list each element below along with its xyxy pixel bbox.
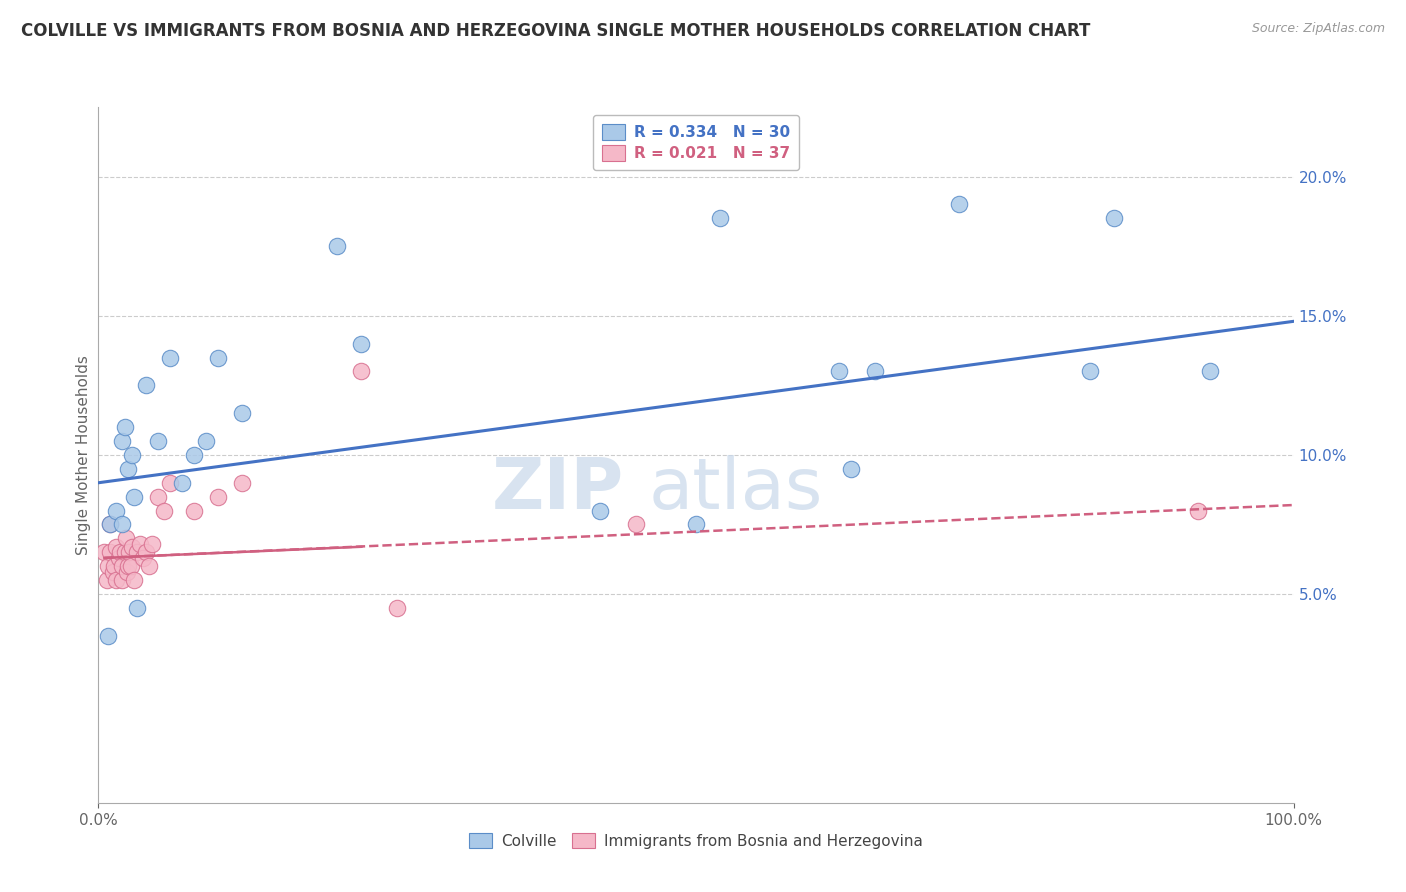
- Point: [131, 550, 153, 565]
- Point: [148, 434, 170, 448]
- Point: [120, 559, 142, 574]
- Point: [107, 550, 129, 565]
- Point: [589, 503, 612, 517]
- Point: [195, 434, 218, 448]
- Text: ZIP: ZIP: [492, 455, 624, 524]
- Point: [114, 420, 136, 434]
- Point: [98, 517, 122, 532]
- Point: [207, 351, 229, 365]
- Point: [1080, 364, 1102, 378]
- Y-axis label: Single Mother Households: Single Mother Households: [76, 355, 91, 555]
- Point: [183, 448, 205, 462]
- Point: [124, 490, 146, 504]
- Point: [103, 559, 125, 574]
- Text: COLVILLE VS IMMIGRANTS FROM BOSNIA AND HERZEGOVINA SINGLE MOTHER HOUSEHOLDS CORR: COLVILLE VS IMMIGRANTS FROM BOSNIA AND H…: [21, 22, 1091, 40]
- Point: [350, 364, 373, 378]
- Point: [124, 573, 146, 587]
- Point: [111, 434, 134, 448]
- Point: [1104, 211, 1126, 226]
- Point: [685, 517, 707, 532]
- Point: [385, 601, 409, 615]
- Point: [1187, 503, 1209, 517]
- Point: [96, 573, 118, 587]
- Point: [117, 462, 139, 476]
- Point: [125, 601, 148, 615]
- Point: [111, 517, 134, 532]
- Point: [141, 537, 163, 551]
- Point: [159, 351, 181, 365]
- Point: [111, 573, 134, 587]
- Point: [101, 565, 124, 579]
- Point: [98, 517, 122, 532]
- Point: [183, 503, 205, 517]
- Point: [114, 545, 136, 559]
- Point: [105, 540, 128, 554]
- Point: [135, 545, 157, 559]
- Text: atlas: atlas: [648, 455, 823, 524]
- Point: [105, 503, 128, 517]
- Point: [841, 462, 863, 476]
- Point: [153, 503, 176, 517]
- Point: [97, 629, 120, 643]
- Point: [231, 475, 253, 490]
- Point: [350, 336, 373, 351]
- Point: [115, 565, 138, 579]
- Point: [172, 475, 194, 490]
- Point: [138, 559, 160, 574]
- Point: [135, 378, 157, 392]
- Point: [709, 211, 731, 226]
- Point: [108, 545, 131, 559]
- Point: [326, 239, 349, 253]
- Point: [129, 537, 152, 551]
- Point: [117, 559, 139, 574]
- Point: [828, 364, 851, 378]
- Point: [118, 545, 141, 559]
- Point: [93, 545, 115, 559]
- Point: [125, 545, 148, 559]
- Point: [98, 545, 122, 559]
- Point: [948, 197, 970, 211]
- Point: [865, 364, 887, 378]
- Point: [111, 559, 134, 574]
- Point: [105, 573, 128, 587]
- Point: [97, 559, 120, 574]
- Point: [159, 475, 181, 490]
- Point: [231, 406, 253, 420]
- Legend: Colville, Immigrants from Bosnia and Herzegovina: Colville, Immigrants from Bosnia and Her…: [460, 823, 932, 858]
- Point: [1199, 364, 1222, 378]
- Text: Source: ZipAtlas.com: Source: ZipAtlas.com: [1251, 22, 1385, 36]
- Point: [148, 490, 170, 504]
- Point: [207, 490, 229, 504]
- Point: [121, 448, 143, 462]
- Point: [626, 517, 648, 532]
- Point: [121, 540, 143, 554]
- Point: [115, 532, 138, 546]
